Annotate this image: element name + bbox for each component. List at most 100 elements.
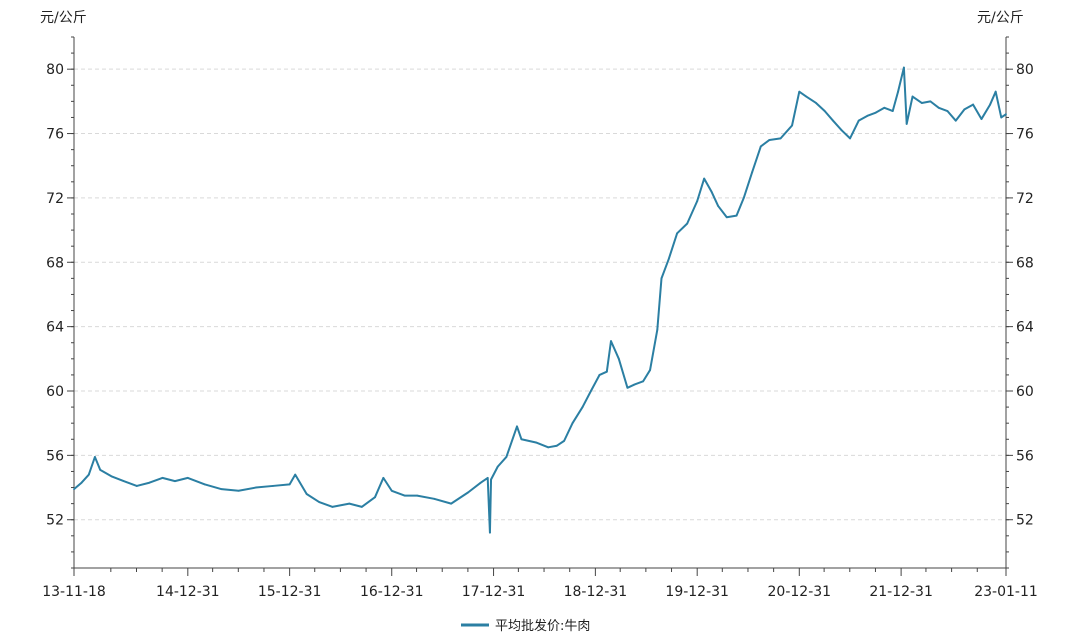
data-point — [849, 137, 851, 140]
gridlines — [74, 68, 1006, 521]
data-point — [759, 145, 762, 148]
data-point — [946, 110, 949, 112]
data-point — [905, 122, 908, 125]
data-point — [1005, 113, 1007, 116]
data-point — [110, 475, 113, 478]
data-point — [667, 258, 670, 260]
y-tick-label-right: 52 — [1016, 513, 1034, 529]
data-point — [390, 489, 393, 492]
data-point — [840, 129, 843, 132]
legend: 平均批发价:牛肉 — [461, 618, 590, 634]
data-point — [742, 197, 745, 199]
x-tick-label: 15-12-31 — [258, 584, 322, 600]
data-point — [486, 476, 489, 479]
data-point — [305, 493, 308, 495]
data-point — [496, 465, 499, 468]
data-point — [360, 505, 363, 508]
data-point — [1000, 116, 1003, 119]
series-line — [73, 66, 1007, 534]
axes — [73, 37, 1007, 569]
data-point — [994, 90, 997, 93]
data-point — [563, 439, 566, 442]
data-point — [676, 232, 679, 235]
data-point — [598, 374, 601, 376]
data-point — [294, 473, 297, 476]
data-point — [866, 114, 869, 117]
series-layer — [73, 66, 1007, 534]
data-point — [467, 491, 470, 494]
data-point — [954, 119, 957, 122]
data-point — [717, 205, 720, 207]
data-point — [571, 422, 574, 425]
data-point — [581, 406, 584, 408]
data-point — [929, 100, 932, 103]
data-point — [374, 496, 376, 499]
data-point — [735, 214, 738, 217]
data-point — [703, 177, 706, 180]
data-point — [516, 425, 518, 428]
data-point — [626, 386, 629, 389]
y-tick-label-right: 64 — [1016, 320, 1034, 336]
data-point — [963, 108, 966, 111]
x-tick-label: 21-12-31 — [869, 584, 933, 600]
left-axis-unit: 元/公斤 — [40, 10, 87, 26]
data-point — [433, 497, 436, 500]
data-point — [122, 480, 125, 483]
data-point — [897, 90, 899, 93]
y-tick-label-left: 52 — [46, 513, 64, 529]
data-point — [642, 380, 644, 383]
x-tick-label: 19-12-31 — [665, 584, 729, 600]
data-point — [686, 222, 689, 225]
data-point — [710, 190, 713, 193]
data-point — [87, 473, 90, 476]
data-point — [80, 481, 83, 484]
data-point — [725, 216, 728, 219]
data-point — [505, 456, 508, 458]
data-point — [920, 102, 923, 104]
data-point — [696, 200, 699, 203]
y-tick-label-right: 80 — [1016, 62, 1034, 78]
y-tick-label-left: 76 — [46, 127, 64, 143]
data-point — [883, 106, 886, 109]
data-point — [805, 95, 808, 98]
data-point — [903, 66, 905, 69]
data-point — [555, 444, 558, 447]
x-tick-label: 14-12-31 — [156, 584, 220, 600]
data-point — [416, 494, 419, 497]
data-point — [857, 119, 860, 122]
x-tick-label: 16-12-31 — [360, 584, 424, 600]
data-point — [331, 505, 334, 508]
x-tick-label: 17-12-31 — [462, 584, 526, 600]
data-point — [590, 390, 592, 392]
y-tick-label-right: 56 — [1016, 448, 1034, 464]
data-point — [161, 476, 164, 479]
y-tick-label-right: 72 — [1016, 191, 1034, 207]
y-tick-label-left: 60 — [46, 384, 64, 400]
legend-label: 平均批发价:牛肉 — [495, 618, 590, 634]
x-tick-label: 20-12-31 — [768, 584, 832, 600]
x-tick-label: 23-01-11 — [974, 584, 1038, 600]
y-tick-label-left: 80 — [46, 62, 64, 78]
data-point — [94, 456, 96, 458]
data-point — [768, 139, 771, 141]
data-point — [73, 488, 75, 491]
data-point — [186, 476, 189, 479]
data-point — [617, 357, 620, 360]
x-tick-label: 13-11-18 — [42, 584, 106, 600]
data-point — [656, 328, 659, 331]
y-tick-label-left: 56 — [46, 448, 64, 464]
y-tick-label-right: 76 — [1016, 127, 1034, 143]
data-point — [403, 494, 406, 497]
data-point — [148, 481, 151, 484]
data-point — [382, 476, 385, 479]
data-point — [791, 124, 793, 127]
data-point — [605, 370, 608, 373]
data-point — [823, 110, 826, 112]
data-point — [254, 486, 257, 489]
data-point — [520, 438, 523, 441]
data-point — [815, 102, 817, 104]
data-point — [660, 277, 663, 280]
data-point — [535, 441, 537, 444]
data-point — [779, 137, 782, 140]
